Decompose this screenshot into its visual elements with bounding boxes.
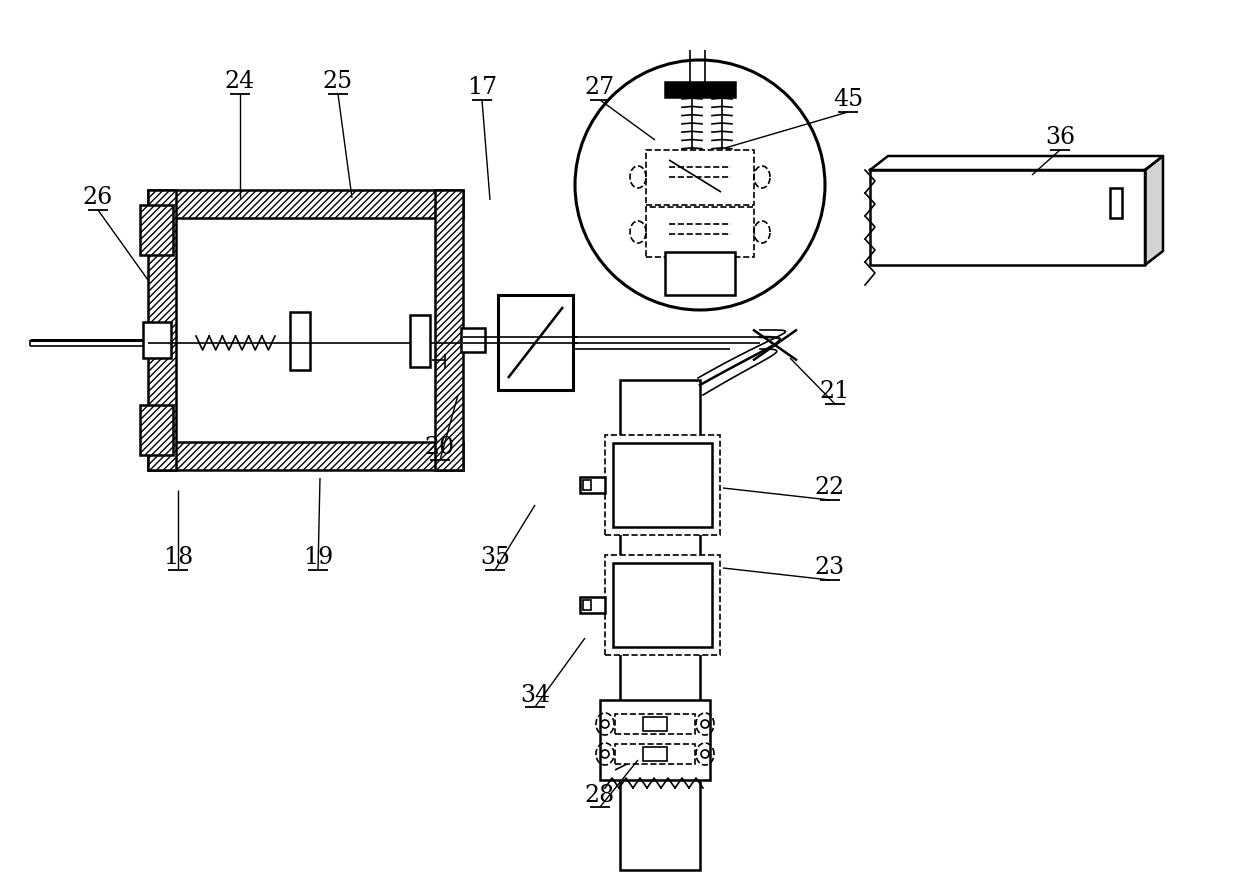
Bar [663,155,737,200]
Circle shape [601,720,609,728]
Text: 21: 21 [820,381,851,403]
Text: 22: 22 [815,476,846,500]
Bar [646,207,754,257]
Text: 36: 36 [1045,127,1075,150]
Bar [613,443,712,527]
Bar [605,555,720,655]
Text: 28: 28 [585,783,615,806]
Bar [646,150,754,205]
Text: 24: 24 [224,70,255,94]
Text: 18: 18 [162,547,193,569]
Bar [583,480,591,490]
Text: 34: 34 [520,683,551,706]
Bar [663,212,737,252]
Circle shape [601,750,609,758]
Bar [140,405,174,455]
Text: 27: 27 [585,77,615,100]
Bar [615,714,694,734]
Bar [1110,188,1122,218]
Bar [583,600,591,610]
Bar [580,477,605,493]
Bar [290,312,310,370]
Bar [665,252,735,295]
Bar [620,380,701,870]
Bar [665,82,735,97]
Text: 19: 19 [303,547,334,569]
Bar [600,700,711,780]
Bar [498,295,573,390]
Bar [410,315,430,367]
Bar [143,322,171,358]
Text: 35: 35 [480,547,510,569]
Bar [605,435,720,535]
Polygon shape [1145,156,1163,265]
Text: 17: 17 [467,77,497,100]
Bar [644,747,667,761]
Bar [140,205,174,255]
Bar [615,744,694,764]
Polygon shape [870,170,1145,265]
Text: 45: 45 [833,88,863,112]
Circle shape [701,750,709,758]
Bar [644,717,667,731]
Bar [148,190,176,470]
Text: 25: 25 [322,70,353,94]
Bar [435,190,463,470]
Circle shape [701,720,709,728]
Bar [148,442,463,470]
Text: 20: 20 [425,436,455,459]
Bar [613,563,712,647]
Text: 26: 26 [83,186,113,210]
Text: 23: 23 [815,557,846,580]
Bar [580,597,605,613]
Polygon shape [870,156,1163,170]
Bar [148,190,463,218]
Bar [461,328,485,352]
